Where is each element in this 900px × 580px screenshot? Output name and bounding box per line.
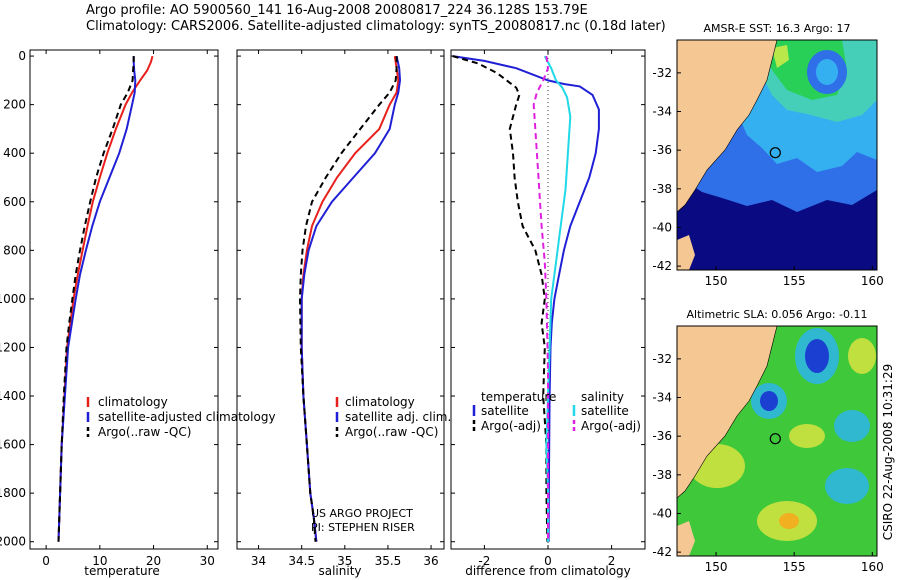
xtick-label: 36 (423, 554, 438, 568)
legend-sal-argo-label2: Argo(-adj) (581, 419, 641, 433)
legend-sal-satellite-label: satellite adj. clim. (345, 410, 451, 424)
ytick-label: 0 (18, 49, 26, 63)
sla-depression-southeast (825, 468, 869, 504)
ytick-label: 600 (3, 195, 26, 209)
legend-temp-satellite-label: satellite (481, 404, 529, 418)
map-xtick-label: 160 (861, 274, 884, 288)
ytick-label: 1000 (0, 292, 26, 306)
salinity-legend: climatology satellite adj. clim. Argo(..… (335, 395, 451, 439)
legend-sal-climatology-label: climatology (345, 395, 415, 409)
sla-map-title: Altimetric SLA: 0.056 Argo: -0.11 (687, 308, 868, 321)
legend-argo-label: Argo(..raw -QC) (98, 425, 191, 439)
map-ytick-label: -40 (652, 220, 672, 234)
map-ytick-label: -36 (652, 429, 672, 443)
difference-legend: temperature satellite Argo(-adj) salinit… (472, 390, 641, 433)
map-ytick-label: -42 (652, 545, 672, 559)
csiro-timestamp: CSIRO 22-Aug-2008 10:31:29 (881, 364, 895, 540)
difference-xlabel: difference from climatology (465, 564, 631, 578)
sst-map-title: AMSR-E SST: 16.3 Argo: 17 (703, 22, 850, 35)
temperature-panel: 0 10 20 30 0 200 400 600 800 1000 1200 1400 1600 1800… (0, 49, 276, 578)
xtick-label: 20 (146, 554, 161, 568)
series-line-1-1 (300, 55, 402, 542)
legend-satellite-adjusted-label: satellite-adjusted climatology (98, 410, 276, 424)
ytick-label: 1600 (0, 438, 26, 452)
map-ytick-label: -36 (652, 143, 672, 157)
ytick-label: 200 (3, 98, 26, 112)
sst-land-australia (677, 40, 778, 213)
figure-title-line2: Climatology: CARS2006. Satellite-adjuste… (86, 19, 666, 34)
salinity-xlabel: salinity (318, 564, 361, 578)
ytick-label: 800 (3, 243, 26, 257)
xtick-label: 10 (92, 554, 107, 568)
legend-sal-satellite-label2: satellite (581, 404, 629, 418)
map-ytick-label: -34 (652, 391, 672, 405)
series-line-2-0 (452, 55, 600, 542)
figure-title-line1: Argo profile: AO 5900560_141 16-Aug-2008… (86, 3, 588, 18)
map-ytick-label: -32 (652, 352, 672, 366)
series-line-1-2 (298, 56, 398, 542)
sla-land-tasmania (677, 521, 695, 556)
ytick-label: 400 (3, 146, 26, 160)
series-line-2-3 (532, 55, 550, 542)
ytick-label: 1800 (0, 486, 26, 500)
sla-depression-east (834, 410, 870, 442)
map-ytick-label: -42 (652, 259, 672, 273)
temperature-legend: climatology satellite-adjusted climatolo… (86, 395, 276, 439)
ytick-label: 1400 (0, 389, 26, 403)
map-xtick-label: 160 (861, 560, 884, 574)
sla-peak-south (779, 513, 799, 529)
project-credit: US ARGO PROJECT (311, 507, 413, 520)
sla-depression-mid (760, 391, 778, 411)
pi-credit: PI: STEPHEN RISER (311, 521, 415, 534)
legend-temp-argo-label: Argo(-adj) (481, 419, 541, 433)
xtick-label: -2 (478, 554, 490, 568)
map-xtick-label: 155 (783, 274, 806, 288)
map-xtick-label: 150 (705, 274, 728, 288)
temperature-xlabel: temperature (84, 564, 159, 578)
legend-sal-argo-label: Argo(..raw -QC) (345, 425, 438, 439)
series-line-0-2 (57, 56, 135, 542)
sla-argo-location-marker (769, 433, 781, 445)
sla-depression-north (805, 339, 829, 373)
legend-salinity-title: salinity (581, 390, 624, 404)
sst-argo-location-marker (769, 147, 781, 159)
sla-high-center (789, 424, 825, 448)
legend-temperature-title: temperature (481, 390, 556, 404)
map-ytick-label: -34 (652, 105, 672, 119)
difference-panel: -2 0 2 temperature satellite Argo(-adj) sa… (450, 49, 646, 578)
xtick-label: 0 (42, 554, 50, 568)
xtick-label: 30 (200, 554, 215, 568)
salinity-panel: 34 34.5 35 35.5 36 climatology satellite adj… (236, 49, 451, 578)
sst-cold-eddy-core (816, 59, 838, 85)
sst-land-tasmania (677, 235, 695, 270)
xtick-label: 35.5 (375, 554, 402, 568)
legend-climatology-label: climatology (98, 395, 168, 409)
map-ytick-label: -40 (652, 506, 672, 520)
sla-map-frame (676, 325, 878, 557)
xtick-label: 0 (544, 554, 552, 568)
series-line-2-1 (452, 55, 549, 542)
map-ytick-label: -38 (652, 182, 672, 196)
salinity-axes-frame (236, 49, 445, 550)
series-line-0-1 (57, 56, 137, 542)
map-xtick-label: 155 (783, 560, 806, 574)
sst-yellow-patch (772, 45, 789, 68)
map-ytick-label: -38 (652, 468, 672, 482)
sla-land-australia (677, 326, 778, 499)
map-ytick-label: -32 (652, 66, 672, 80)
ytick-label: 2000 (0, 535, 26, 549)
ytick-label: 1200 (0, 340, 26, 354)
sst-map-panel: AMSR-E SST: 16.3 Argo: 17 150 155 160 -32 -3… (652, 22, 883, 288)
sst-map-frame (676, 39, 878, 271)
xtick-label: 34 (251, 554, 266, 568)
map-xtick-label: 150 (705, 560, 728, 574)
series-line-1-0 (300, 55, 400, 542)
xtick-label: 34.5 (288, 554, 315, 568)
sla-map-panel: Altimetric SLA: 0.056 Argo: -0.11 150 155… (652, 308, 883, 574)
xtick-label: 2 (608, 554, 616, 568)
xtick-label: 35 (337, 554, 352, 568)
sla-high-northeast (848, 338, 876, 374)
temperature-axes-frame (29, 49, 219, 550)
